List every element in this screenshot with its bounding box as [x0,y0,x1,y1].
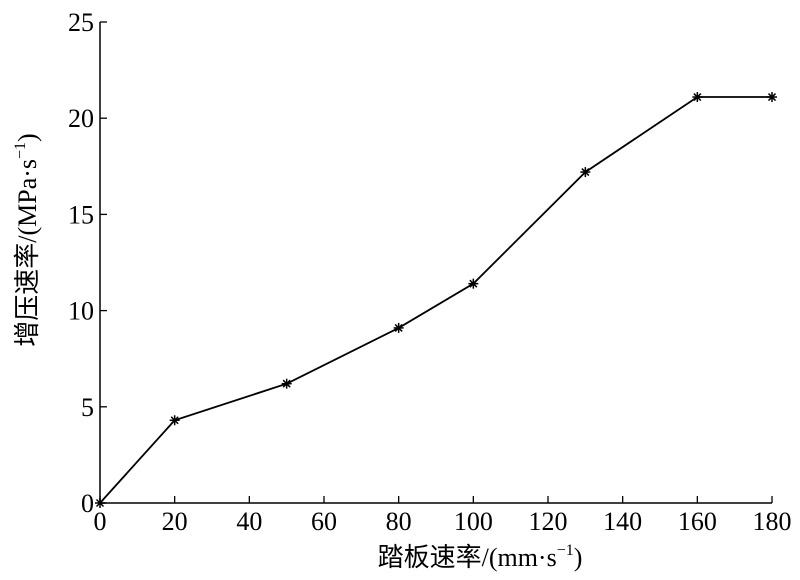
marker [468,278,479,289]
line [99,96,772,504]
x-tick-label: 40 [236,507,262,536]
marker-stroke [469,279,478,288]
y-tick-label: 20 [68,104,94,133]
x-axis-label: 踏板速率/(mm·s−1) [378,542,583,572]
x-tick-label: 0 [94,507,107,536]
x-tick-label: 80 [386,507,412,536]
x-tick-label: 100 [454,507,493,536]
y-tick-label: 25 [68,8,94,37]
marker-stroke [581,168,590,177]
y-axis-label: 增压速率/(MPa·s−1) [12,133,42,346]
marker [393,322,404,333]
marker-stroke [170,416,179,425]
y-tick-label: 15 [68,200,94,229]
marker [767,92,777,103]
y-label-text: 增压速率/(MPa·s [13,159,42,347]
marker-stroke [95,498,105,508]
marker [580,167,591,178]
y-tick-label: 0 [81,489,94,518]
x-label-end: ) [574,543,583,572]
marker [95,498,105,508]
marker-stroke [693,93,702,102]
y-tick-label: 10 [68,297,94,326]
marker [692,92,703,103]
x-label-sup: −1 [557,542,574,559]
x-tick-label: 20 [162,507,188,536]
y-label-end: ) [13,133,42,142]
x-tick-label: 60 [311,507,337,536]
y-label-sup: −1 [12,142,29,159]
x-tick-label: 160 [678,507,717,536]
marker-stroke [282,379,291,388]
marker [281,378,292,389]
x-tick-label: 140 [603,507,642,536]
x-label-text: 踏板速率/(mm·s [378,543,557,572]
marker-stroke [767,93,777,102]
marker [169,415,180,426]
y-tick-label: 5 [81,393,94,422]
x-tick-label: 180 [753,507,792,536]
x-tick-label: 120 [529,507,568,536]
marker-stroke [394,323,403,332]
